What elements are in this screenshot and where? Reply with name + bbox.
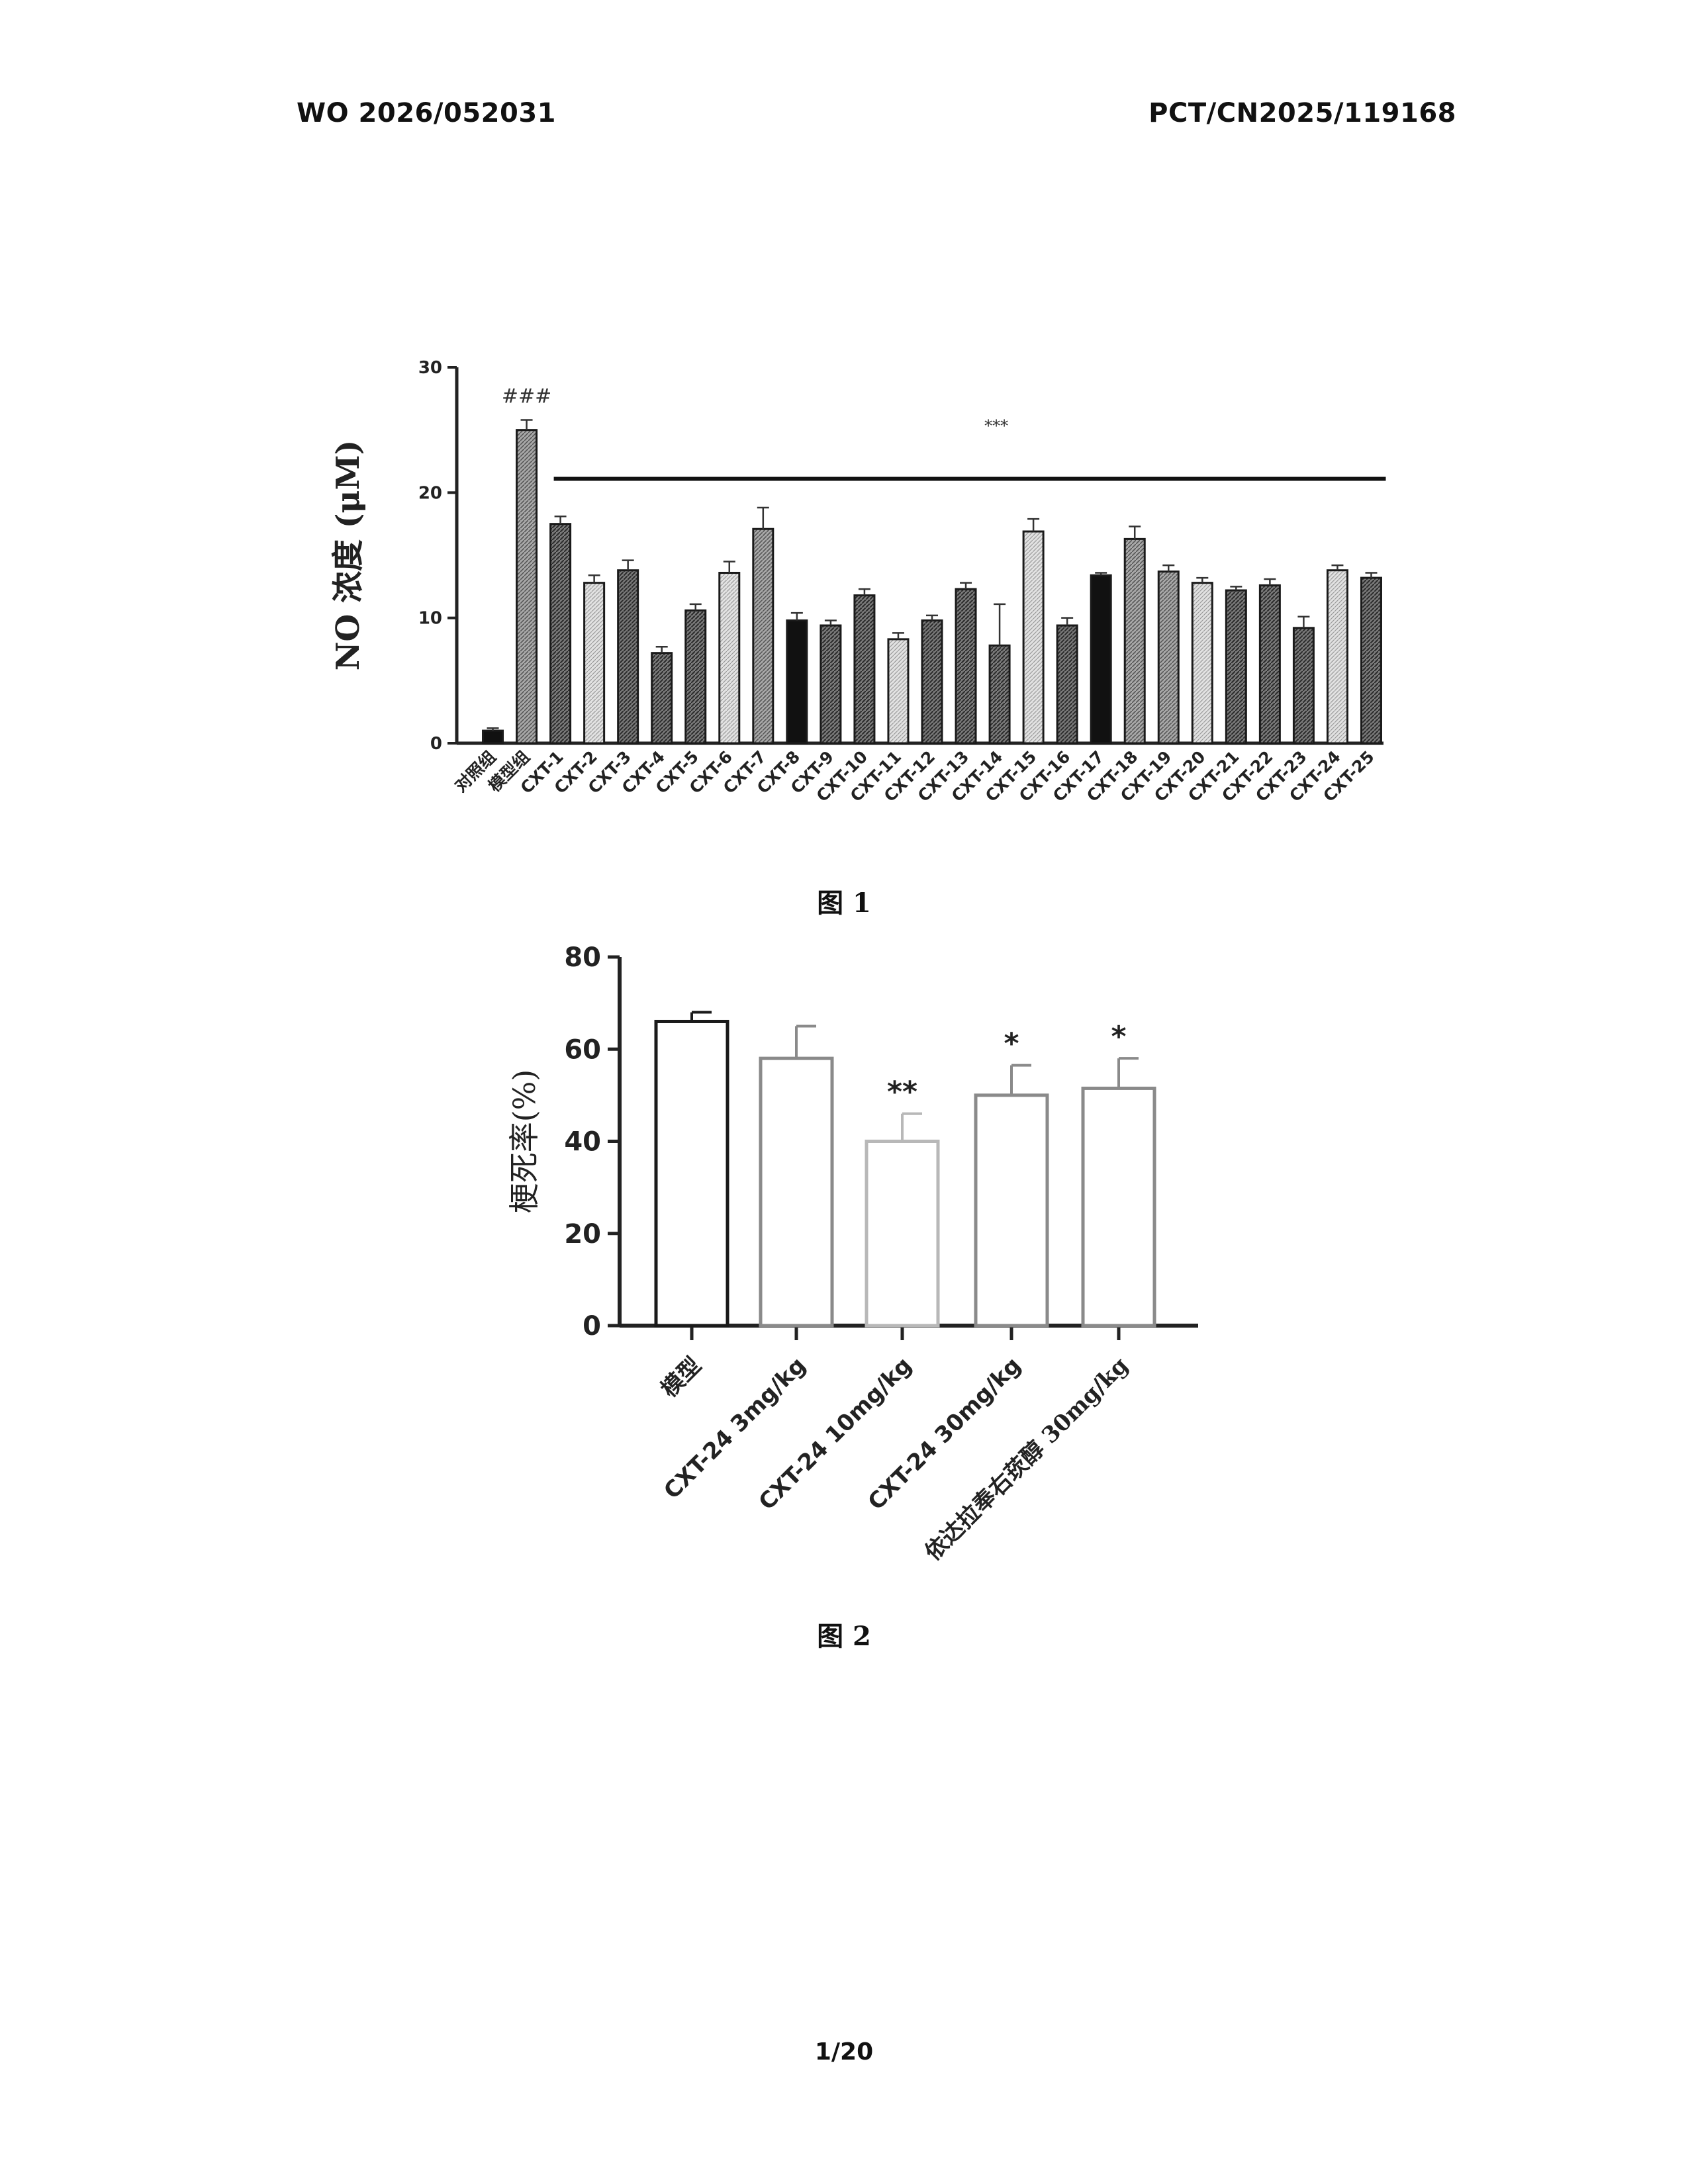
bar: [516, 429, 538, 745]
y-tick-label: 20: [418, 483, 442, 503]
bar: [865, 1140, 940, 1328]
y-tick-label: 10: [418, 609, 442, 629]
bar: [1157, 570, 1180, 745]
bar: [759, 1056, 834, 1328]
significance-marker: ###: [502, 385, 551, 408]
bar: [974, 1093, 1049, 1328]
bar: [654, 1019, 729, 1328]
page-number: 1/20: [814, 2038, 874, 2066]
y-axis-title: NO 浓度 (μM): [330, 440, 367, 671]
y-axis-title: 梗死率(%): [506, 1069, 542, 1214]
x-tick-label: 模型: [656, 1352, 706, 1402]
bar: [1191, 582, 1213, 745]
bar: [1360, 576, 1382, 745]
bar: [955, 588, 977, 745]
x-tick-label: 依达拉奉右莰醇 30mg/kg: [919, 1352, 1133, 1566]
y-tick-label: 0: [583, 1311, 601, 1342]
significance-marker: *: [1004, 1027, 1019, 1061]
y-tick-label: 60: [564, 1034, 601, 1065]
bar: [1056, 624, 1078, 745]
application-number: PCT/CN2025/119168: [1149, 98, 1456, 128]
bar: [1225, 589, 1247, 745]
bar: [1258, 584, 1281, 745]
bar: [921, 619, 943, 745]
y-tick-label: 20: [564, 1219, 601, 1250]
significance-marker: ***: [984, 417, 1008, 435]
bar: [786, 619, 808, 745]
bar: [820, 624, 842, 745]
bar: [1081, 1086, 1156, 1328]
bar: [684, 609, 707, 745]
y-tick-label: 80: [564, 942, 601, 973]
y-tick-label: 40: [564, 1127, 601, 1158]
figure-2-caption: 图 2: [817, 1621, 871, 1652]
significance-marker: **: [887, 1075, 917, 1109]
figure-1-caption: 图 1: [817, 887, 871, 919]
y-tick-label: 30: [418, 358, 442, 378]
publication-number: WO 2026/052031: [297, 98, 556, 128]
y-tick-label: 0: [430, 734, 442, 754]
bar: [752, 527, 774, 745]
significance-marker: *: [1111, 1020, 1126, 1054]
bar: [583, 582, 606, 745]
